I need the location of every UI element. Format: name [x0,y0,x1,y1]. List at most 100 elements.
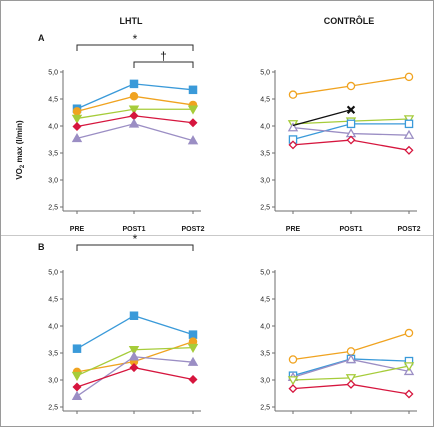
series-line [288,328,414,364]
x-tick-label: PRE [70,226,85,233]
y-tick-label: 4,0 [48,124,58,131]
y-tick-label: 5,0 [48,270,58,277]
series-line [288,135,414,155]
data-point [71,114,83,124]
chart-panel-a-lhtl: 2,5 3,0 3,5 4,0 4,5 5,0 PRE POST1 POST2 * † [48,32,204,233]
x-tick-label: POST2 [398,226,421,233]
y-tick-label: 2,5 [260,205,270,212]
series-line [292,105,356,127]
data-point [128,351,140,361]
significance-bracket [76,44,194,51]
data-point [345,374,357,384]
panels: 2,5 3,0 3,5 4,0 4,5 5,0 PRE POST1 POST2 * † 2,5 3,0 3… [48,32,421,414]
y-tick-label: 3,5 [260,351,270,358]
significance-bracket [133,61,194,68]
data-point [71,390,83,400]
data-point [188,118,198,128]
series-line [71,105,199,124]
data-point [128,346,140,356]
data-point [128,105,140,115]
data-point [71,133,83,143]
chart-panel-b-lhtl: 2,5 3,0 3,5 4,0 4,5 5,0 * [48,232,201,414]
y-tick-label: 3,0 [260,178,270,185]
y-tick-label: 4,5 [48,97,58,104]
y-tick-label: 4,5 [260,97,270,104]
y-tick-label: 3,0 [48,178,58,185]
series-line [72,79,198,113]
data-point [346,119,356,129]
series-line [288,119,414,144]
series-path [76,315,194,350]
y-tick-label: 4,0 [48,324,58,331]
data-point [188,374,198,384]
series-line [71,343,199,382]
significance-marker: * [133,32,138,46]
chart-panel-b-controle: 2,5 3,0 3,5 4,0 4,5 5,0 [260,270,417,414]
data-point [72,107,82,116]
y-tick-label: 3,5 [48,151,58,158]
y-tick-label: 2,5 [48,405,58,412]
data-point [345,354,357,364]
significance-marker: * [133,232,138,246]
y-tick-label: 5,0 [48,70,58,77]
data-point [71,371,83,382]
data-point [346,379,356,389]
significance-marker: † [160,49,167,63]
chart-panel-a-controle: 2,5 3,0 3,5 4,0 4,5 5,0 PRE POST1 POST2 [260,70,420,234]
x-tick-label: POST1 [123,226,146,233]
data-point [403,362,415,372]
series-path [292,109,352,127]
data-point [187,105,199,115]
data-point [346,81,356,91]
data-point [288,355,298,364]
y-axis-label-main: VO [15,168,24,180]
data-point [346,135,356,145]
y-tick-label: 3,5 [48,351,58,358]
y-axis-label-subscript: 2 [20,164,26,168]
series-line [288,379,414,399]
data-point [346,105,356,114]
y-tick-label: 2,5 [260,405,270,412]
column-title-controle: CONTRÔLE [324,15,375,26]
y-tick-label: 4,5 [260,297,270,304]
series-line [287,362,415,386]
data-point [404,328,414,338]
data-point [129,79,139,89]
data-point [188,85,198,95]
series-line [71,351,199,400]
data-point [187,135,199,145]
series-line [71,118,199,145]
data-point [129,311,139,320]
significance-bracket [76,244,194,251]
data-point [72,122,82,132]
y-tick-label: 3,5 [260,151,270,158]
data-point [72,382,82,392]
data-point [72,344,82,353]
data-point [128,118,140,128]
data-point [187,356,199,366]
data-point [288,90,298,99]
data-point [188,330,198,339]
y-tick-label: 3,0 [260,378,270,385]
y-tick-label: 5,0 [260,70,270,77]
y-tick-label: 2,5 [48,205,58,212]
y-axis-label: VO2 max (l/min) [15,120,26,180]
data-point [403,115,415,125]
data-point [404,72,414,82]
data-point [287,376,299,386]
series-line [72,311,198,353]
column-title-lhtl: LHTL [120,16,143,26]
series-line [72,363,198,392]
x-tick-label: PRE [286,226,301,233]
series-line [287,122,415,139]
data-point [346,347,356,356]
x-tick-label: POST1 [340,226,363,233]
data-point [287,122,299,132]
data-point [288,384,298,394]
data-point [404,119,414,129]
panel-letter-a: A [38,33,45,43]
data-point [404,145,414,155]
data-point [288,140,298,150]
data-point [403,129,415,139]
